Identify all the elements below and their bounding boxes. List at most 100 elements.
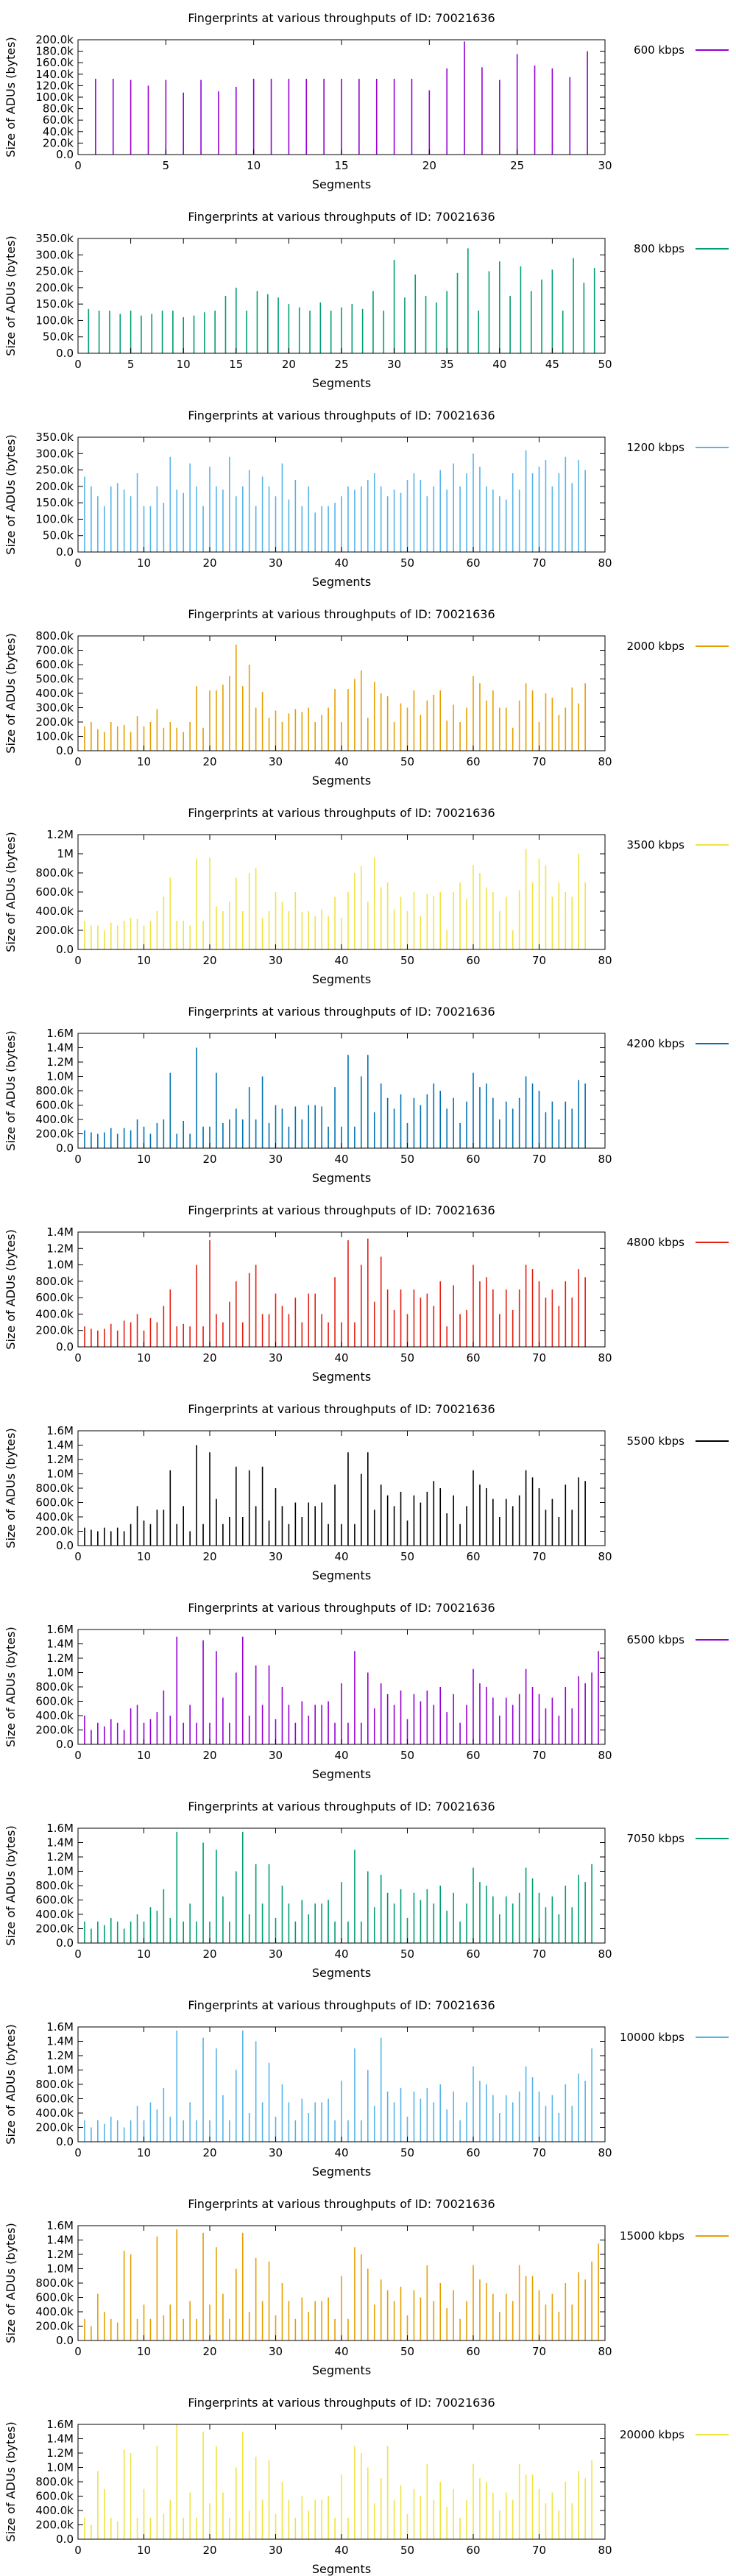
bar-group xyxy=(84,1047,586,1148)
x-tick-label: 20 xyxy=(202,2544,216,2557)
y-tick-label: 400.0k xyxy=(35,1709,74,1722)
x-tick-label: 60 xyxy=(466,556,480,570)
x-tick-label: 30 xyxy=(269,2146,283,2159)
x-tick-label: 80 xyxy=(598,1351,612,1365)
x-tick-label: 40 xyxy=(334,1153,348,1166)
x-tick-label: 80 xyxy=(598,2544,612,2557)
y-tick-label: 100.0k xyxy=(35,730,74,743)
y-tick-label: 150.0k xyxy=(35,496,74,509)
y-tick-label: 0.0 xyxy=(56,1340,74,1354)
x-tick-label: 20 xyxy=(202,1351,216,1365)
x-tick-label: 30 xyxy=(269,1153,283,1166)
y-tick-label: 600.0k xyxy=(35,2490,74,2503)
y-tick-label: 1.2M xyxy=(46,1652,74,1665)
legend-label: 2000 kbps xyxy=(627,640,685,653)
chart-panel-7: Fingerprints at various throughputs of I… xyxy=(4,1203,729,1384)
bar-group xyxy=(84,2424,592,2539)
legend-label: 5500 kbps xyxy=(627,1434,685,1448)
x-tick-label: 0 xyxy=(74,2146,82,2159)
y-tick-label: 200.0k xyxy=(35,33,74,46)
y-tick-label: 600.0k xyxy=(35,2092,74,2106)
x-tick-label: 80 xyxy=(598,2146,612,2159)
legend-label: 800 kbps xyxy=(634,242,684,255)
x-tick-label: 20 xyxy=(202,556,216,570)
y-tick-label: 0.0 xyxy=(56,148,74,161)
x-tick-label: 60 xyxy=(466,1550,480,1563)
x-tick-label: 30 xyxy=(269,954,283,967)
x-tick-label: 70 xyxy=(532,1550,546,1563)
y-tick-label: 300.0k xyxy=(35,248,74,261)
x-tick-label: 30 xyxy=(269,556,283,570)
y-tick-label: 1.0M xyxy=(46,2064,74,2077)
chart-panel-9: Fingerprints at various throughputs of I… xyxy=(4,1601,729,1781)
x-tick-label: 10 xyxy=(137,1153,151,1166)
legend-label: 20000 kbps xyxy=(620,2428,684,2441)
x-tick-label: 70 xyxy=(532,1351,546,1365)
y-tick-label: 0.0 xyxy=(56,2334,74,2347)
x-tick-label: 10 xyxy=(137,755,151,768)
y-axis-label: Size of ADUs (bytes) xyxy=(4,37,18,157)
y-tick-label: 200.0k xyxy=(35,2121,74,2134)
x-tick-label: 40 xyxy=(334,954,348,967)
x-tick-label: 50 xyxy=(400,1153,414,1166)
x-tick-label: 15 xyxy=(229,358,243,371)
x-tick-label: 50 xyxy=(598,358,612,371)
x-tick-label: 20 xyxy=(202,1749,216,1762)
x-tick-label: 25 xyxy=(510,159,524,172)
y-tick-label: 600.0k xyxy=(35,2291,74,2304)
x-tick-label: 0 xyxy=(74,159,82,172)
x-tick-label: 40 xyxy=(334,755,348,768)
chart-panel-6: Fingerprints at various throughputs of I… xyxy=(4,1005,729,1185)
y-tick-label: 0.0 xyxy=(56,2135,74,2148)
x-tick-label: 70 xyxy=(532,1153,546,1166)
x-tick-label: 10 xyxy=(137,1550,151,1563)
chart-title: Fingerprints at various throughputs of I… xyxy=(188,1601,495,1615)
x-tick-label: 40 xyxy=(334,556,348,570)
y-tick-label: 600.0k xyxy=(35,1099,74,1112)
y-tick-label: 1.4M xyxy=(46,1041,74,1055)
x-tick-label: 50 xyxy=(400,954,414,967)
x-tick-label: 50 xyxy=(400,1351,414,1365)
x-tick-label: 40 xyxy=(334,1550,348,1563)
y-axis-label: Size of ADUs (bytes) xyxy=(4,1229,18,1349)
x-tick-label: 80 xyxy=(598,755,612,768)
chart-panel-3: Fingerprints at various throughputs of I… xyxy=(4,408,729,589)
y-tick-label: 1.6M xyxy=(46,2418,74,2431)
bar-group xyxy=(84,450,586,552)
y-tick-label: 600.0k xyxy=(35,1894,74,1907)
x-tick-label: 60 xyxy=(466,1351,480,1365)
y-tick-label: 1.6M xyxy=(46,1027,74,1040)
y-tick-label: 0.0 xyxy=(56,1539,74,1552)
x-tick-label: 70 xyxy=(532,2345,546,2358)
chart-title: Fingerprints at various throughputs of I… xyxy=(188,1402,495,1416)
x-axis-label: Segments xyxy=(312,1370,371,1384)
x-tick-label: 25 xyxy=(334,358,348,371)
x-tick-label: 20 xyxy=(202,954,216,967)
x-tick-label: 50 xyxy=(400,2146,414,2159)
y-tick-label: 80.0k xyxy=(43,102,74,116)
chart-title: Fingerprints at various throughputs of I… xyxy=(188,11,495,25)
y-tick-label: 1.0M xyxy=(46,2262,74,2276)
y-tick-label: 500.0k xyxy=(35,673,74,686)
x-axis-label: Segments xyxy=(312,1767,371,1781)
y-tick-label: 600.0k xyxy=(35,1695,74,1708)
bar-group xyxy=(84,2030,592,2142)
y-tick-label: 1.6M xyxy=(46,1822,74,1835)
y-tick-label: 1.2M xyxy=(46,1850,74,1864)
x-tick-label: 70 xyxy=(532,755,546,768)
chart-title: Fingerprints at various throughputs of I… xyxy=(188,806,495,820)
y-tick-label: 1.4M xyxy=(46,1836,74,1850)
legend-label: 6500 kbps xyxy=(627,1633,685,1646)
chart-panel-4: Fingerprints at various throughputs of I… xyxy=(4,607,729,788)
y-tick-label: 0.0 xyxy=(56,545,74,559)
x-tick-label: 20 xyxy=(202,1947,216,1961)
y-tick-label: 350.0k xyxy=(35,232,74,245)
y-tick-label: 120.0k xyxy=(35,79,74,92)
y-tick-label: 0.0 xyxy=(56,943,74,956)
y-tick-label: 1.4M xyxy=(46,1638,74,1651)
x-tick-label: 20 xyxy=(202,1153,216,1166)
y-tick-label: 0.0 xyxy=(56,2533,74,2546)
chart-panel-11: Fingerprints at various throughputs of I… xyxy=(4,1998,729,2179)
y-tick-label: 400.0k xyxy=(35,1908,74,1921)
x-tick-label: 80 xyxy=(598,556,612,570)
